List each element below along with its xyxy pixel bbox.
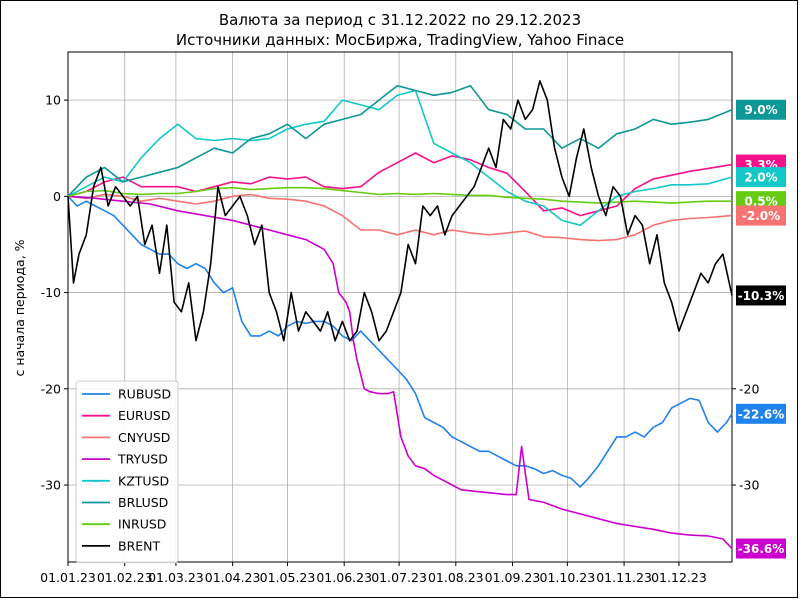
- right-y-tick-label: -20: [739, 381, 759, 396]
- legend-label: BRENT: [118, 538, 161, 553]
- legend-entry-brlusd: BRLUSD: [82, 495, 168, 510]
- badge-value: 2.0%: [744, 171, 777, 185]
- series-line-tryusd: [67, 195, 733, 550]
- x-tick-label: 01.08.23: [428, 570, 484, 585]
- badge-value: -36.6%: [738, 542, 785, 556]
- y-axis-label: с начала периода, %: [12, 239, 27, 376]
- series-line-kztusd: [67, 89, 733, 226]
- x-tick-label: 01.04.23: [205, 570, 261, 585]
- x-tick-label: 01.06.23: [316, 570, 372, 585]
- right-y-tick-label: -30: [739, 478, 759, 493]
- x-tick-label: 01.10.23: [540, 570, 596, 585]
- final-badge-brent: -10.3%: [736, 285, 786, 306]
- y-tick-label: -10: [41, 285, 61, 300]
- badge-value: -10.3%: [738, 289, 785, 303]
- x-tick-label: 01.12.23: [651, 570, 707, 585]
- legend-label: CNYUSD: [118, 430, 170, 445]
- series-line-rubusd: [67, 195, 733, 488]
- final-badge-tryusd: -36.6%: [736, 538, 786, 559]
- legend-entry-tryusd: TRYUSD: [82, 452, 168, 467]
- chart-title: Валюта за период с 31.12.2022 по 29.12.2…: [218, 11, 582, 29]
- series-line-brlusd: [67, 84, 733, 197]
- series-line-inrusd: [67, 186, 732, 204]
- series-line-brent: [67, 80, 733, 342]
- badge-value: 9.0%: [744, 103, 777, 117]
- x-tick-label: 01.02.23: [97, 570, 153, 585]
- legend-entry-kztusd: KZTUSD: [82, 473, 169, 488]
- badge-value: 0.5%: [744, 195, 777, 209]
- badge-background: [736, 285, 786, 306]
- legend-entry-rubusd: RUBUSD: [82, 387, 171, 402]
- y-tick-label: 10: [45, 93, 61, 108]
- legend-box: [75, 380, 179, 564]
- x-tick-label: 01.09.23: [485, 570, 541, 585]
- y-tick-label: -30: [41, 478, 61, 493]
- badge-background: [736, 538, 786, 559]
- legend-entry-inrusd: INRUSD: [82, 517, 166, 532]
- y-tick-label: -20: [41, 381, 61, 396]
- y-axis: 10 0 -10 -20 -30 -20 -30: [41, 93, 760, 493]
- badge-background: [736, 403, 786, 424]
- legend-label: TRYUSD: [117, 452, 168, 467]
- final-badge-rubusd: -22.6%: [736, 403, 786, 424]
- badge-background: [736, 99, 786, 120]
- x-tick-label: 01.05.23: [260, 570, 316, 585]
- plot-area: [67, 51, 733, 563]
- final-badge-cnyusd: -2.0%: [736, 205, 786, 226]
- final-badge-kztusd: 2.0%: [736, 167, 786, 188]
- x-tick-label: 01.03.23: [148, 570, 204, 585]
- legend-label: KZTUSD: [118, 473, 169, 488]
- legend-entry-brent: BRENT: [82, 538, 161, 553]
- series-line-eurusd: [67, 152, 733, 217]
- badge-background: [736, 205, 786, 226]
- legend-label: INRUSD: [118, 517, 166, 532]
- series-line-cnyusd: [67, 193, 733, 242]
- badge-value: -2.0%: [742, 209, 780, 223]
- final-badge-brlusd: 9.0%: [736, 99, 786, 120]
- legend-entry-eurusd: EURUSD: [82, 408, 170, 423]
- legend: RUBUSD EURUSD CNYUSD TRYUSD KZTUSD BRLUSD INRU…: [75, 380, 179, 564]
- series-group: [67, 80, 733, 550]
- legend-label: EURUSD: [118, 408, 170, 423]
- badge-background: [736, 167, 786, 188]
- legend-entry-cnyusd: CNYUSD: [82, 430, 170, 445]
- y-tick-label: 0: [53, 189, 61, 204]
- x-tick-label: 01.07.23: [371, 570, 427, 585]
- legend-label: RUBUSD: [118, 387, 171, 402]
- badge-value: -22.6%: [738, 407, 785, 421]
- chart-title-block: Валюта за период с 31.12.2022 по 29.12.2…: [0, 10, 800, 50]
- x-tick-label: 01.01.23: [40, 570, 96, 585]
- chart-subtitle: Источники данных: МосБиржа, TradingView,…: [175, 31, 625, 49]
- legend-label: BRLUSD: [118, 495, 168, 510]
- final-value-badges: 9.0%3.3%2.0%0.5%-2.0%-10.3%-22.6%-36.6%: [736, 99, 786, 559]
- x-tick-label: 01.11.23: [596, 570, 652, 585]
